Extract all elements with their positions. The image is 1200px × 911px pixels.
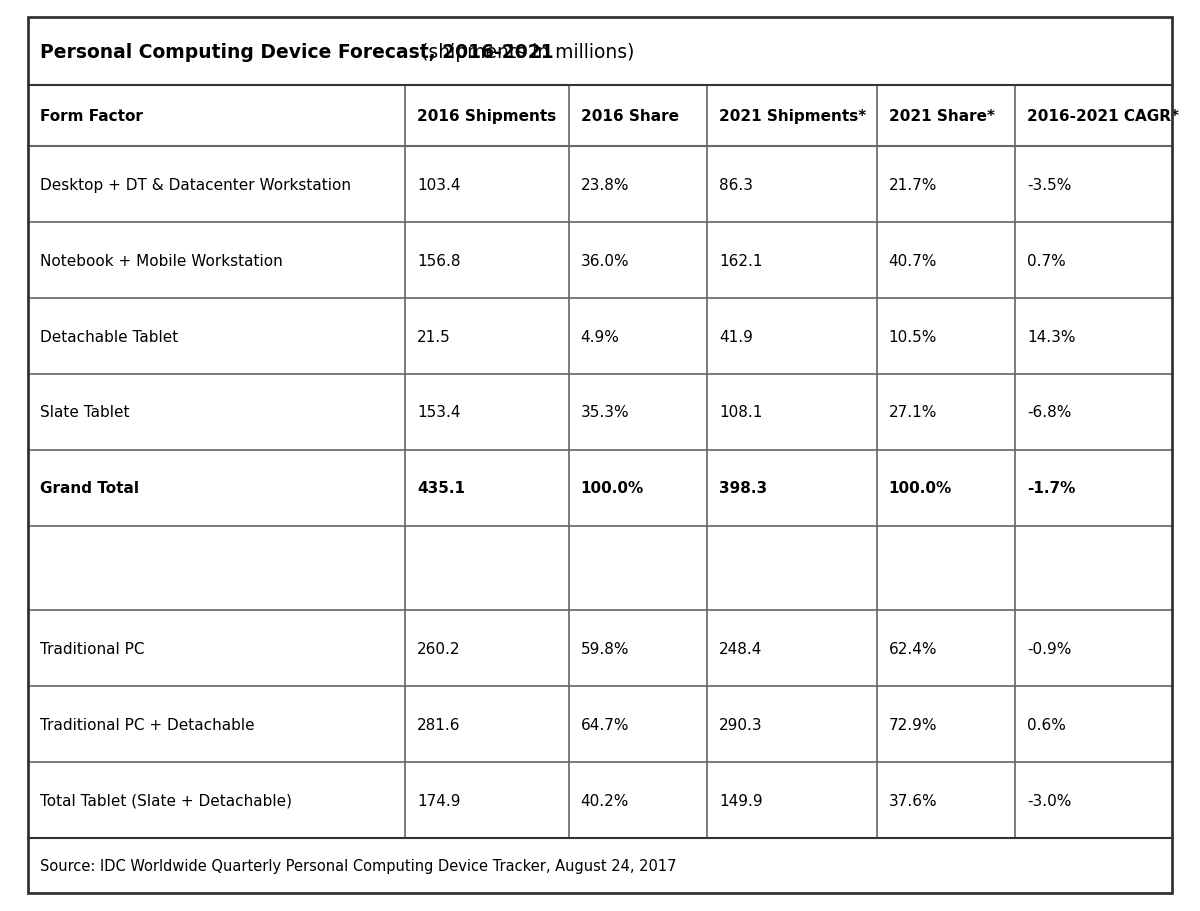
Text: -6.8%: -6.8% xyxy=(1027,405,1072,420)
Text: 40.2%: 40.2% xyxy=(581,793,629,808)
Text: 59.8%: 59.8% xyxy=(581,641,629,656)
Text: -1.7%: -1.7% xyxy=(1027,481,1075,496)
Text: Traditional PC: Traditional PC xyxy=(40,641,144,656)
Text: Form Factor: Form Factor xyxy=(40,109,143,124)
Text: -0.9%: -0.9% xyxy=(1027,641,1072,656)
Text: (shipments in millions): (shipments in millions) xyxy=(415,43,635,61)
Text: 64.7%: 64.7% xyxy=(581,717,629,732)
Text: 281.6: 281.6 xyxy=(418,717,461,732)
Text: 2021 Shipments*: 2021 Shipments* xyxy=(719,109,866,124)
Text: 174.9: 174.9 xyxy=(418,793,461,808)
Text: 72.9%: 72.9% xyxy=(888,717,937,732)
Text: 108.1: 108.1 xyxy=(719,405,762,420)
Text: 260.2: 260.2 xyxy=(418,641,461,656)
Text: 153.4: 153.4 xyxy=(418,405,461,420)
Text: 100.0%: 100.0% xyxy=(581,481,644,496)
Text: 156.8: 156.8 xyxy=(418,253,461,268)
Text: 21.7%: 21.7% xyxy=(888,178,937,192)
Text: Notebook + Mobile Workstation: Notebook + Mobile Workstation xyxy=(40,253,283,268)
Text: Grand Total: Grand Total xyxy=(40,481,139,496)
Text: 86.3: 86.3 xyxy=(719,178,752,192)
Text: 27.1%: 27.1% xyxy=(888,405,937,420)
Text: 0.6%: 0.6% xyxy=(1027,717,1066,732)
Text: Traditional PC + Detachable: Traditional PC + Detachable xyxy=(40,717,254,732)
Text: -3.0%: -3.0% xyxy=(1027,793,1072,808)
Text: 290.3: 290.3 xyxy=(719,717,762,732)
Text: 435.1: 435.1 xyxy=(418,481,466,496)
Text: 37.6%: 37.6% xyxy=(888,793,937,808)
Text: 21.5: 21.5 xyxy=(418,329,451,344)
Text: 4.9%: 4.9% xyxy=(581,329,619,344)
Text: 36.0%: 36.0% xyxy=(581,253,629,268)
Text: Detachable Tablet: Detachable Tablet xyxy=(40,329,179,344)
Text: 2016 Share: 2016 Share xyxy=(581,109,678,124)
Text: 2016-2021 CAGR*: 2016-2021 CAGR* xyxy=(1027,109,1178,124)
Text: 23.8%: 23.8% xyxy=(581,178,629,192)
Text: Personal Computing Device Forecast, 2016-2021: Personal Computing Device Forecast, 2016… xyxy=(40,43,553,61)
Text: 162.1: 162.1 xyxy=(719,253,762,268)
Text: Desktop + DT & Datacenter Workstation: Desktop + DT & Datacenter Workstation xyxy=(40,178,352,192)
Text: 35.3%: 35.3% xyxy=(581,405,629,420)
Text: 41.9: 41.9 xyxy=(719,329,752,344)
Text: 62.4%: 62.4% xyxy=(888,641,937,656)
Text: 149.9: 149.9 xyxy=(719,793,762,808)
Text: 398.3: 398.3 xyxy=(719,481,767,496)
Text: 40.7%: 40.7% xyxy=(888,253,937,268)
Text: 103.4: 103.4 xyxy=(418,178,461,192)
Text: Total Tablet (Slate + Detachable): Total Tablet (Slate + Detachable) xyxy=(40,793,292,808)
Text: Source: IDC Worldwide Quarterly Personal Computing Device Tracker, August 24, 20: Source: IDC Worldwide Quarterly Personal… xyxy=(40,858,677,873)
Text: 0.7%: 0.7% xyxy=(1027,253,1066,268)
Text: 2016 Shipments: 2016 Shipments xyxy=(418,109,557,124)
Text: 100.0%: 100.0% xyxy=(888,481,952,496)
Text: -3.5%: -3.5% xyxy=(1027,178,1072,192)
Text: 2021 Share*: 2021 Share* xyxy=(888,109,995,124)
Text: 14.3%: 14.3% xyxy=(1027,329,1075,344)
Text: 10.5%: 10.5% xyxy=(888,329,937,344)
Text: 248.4: 248.4 xyxy=(719,641,762,656)
Text: Slate Tablet: Slate Tablet xyxy=(40,405,130,420)
